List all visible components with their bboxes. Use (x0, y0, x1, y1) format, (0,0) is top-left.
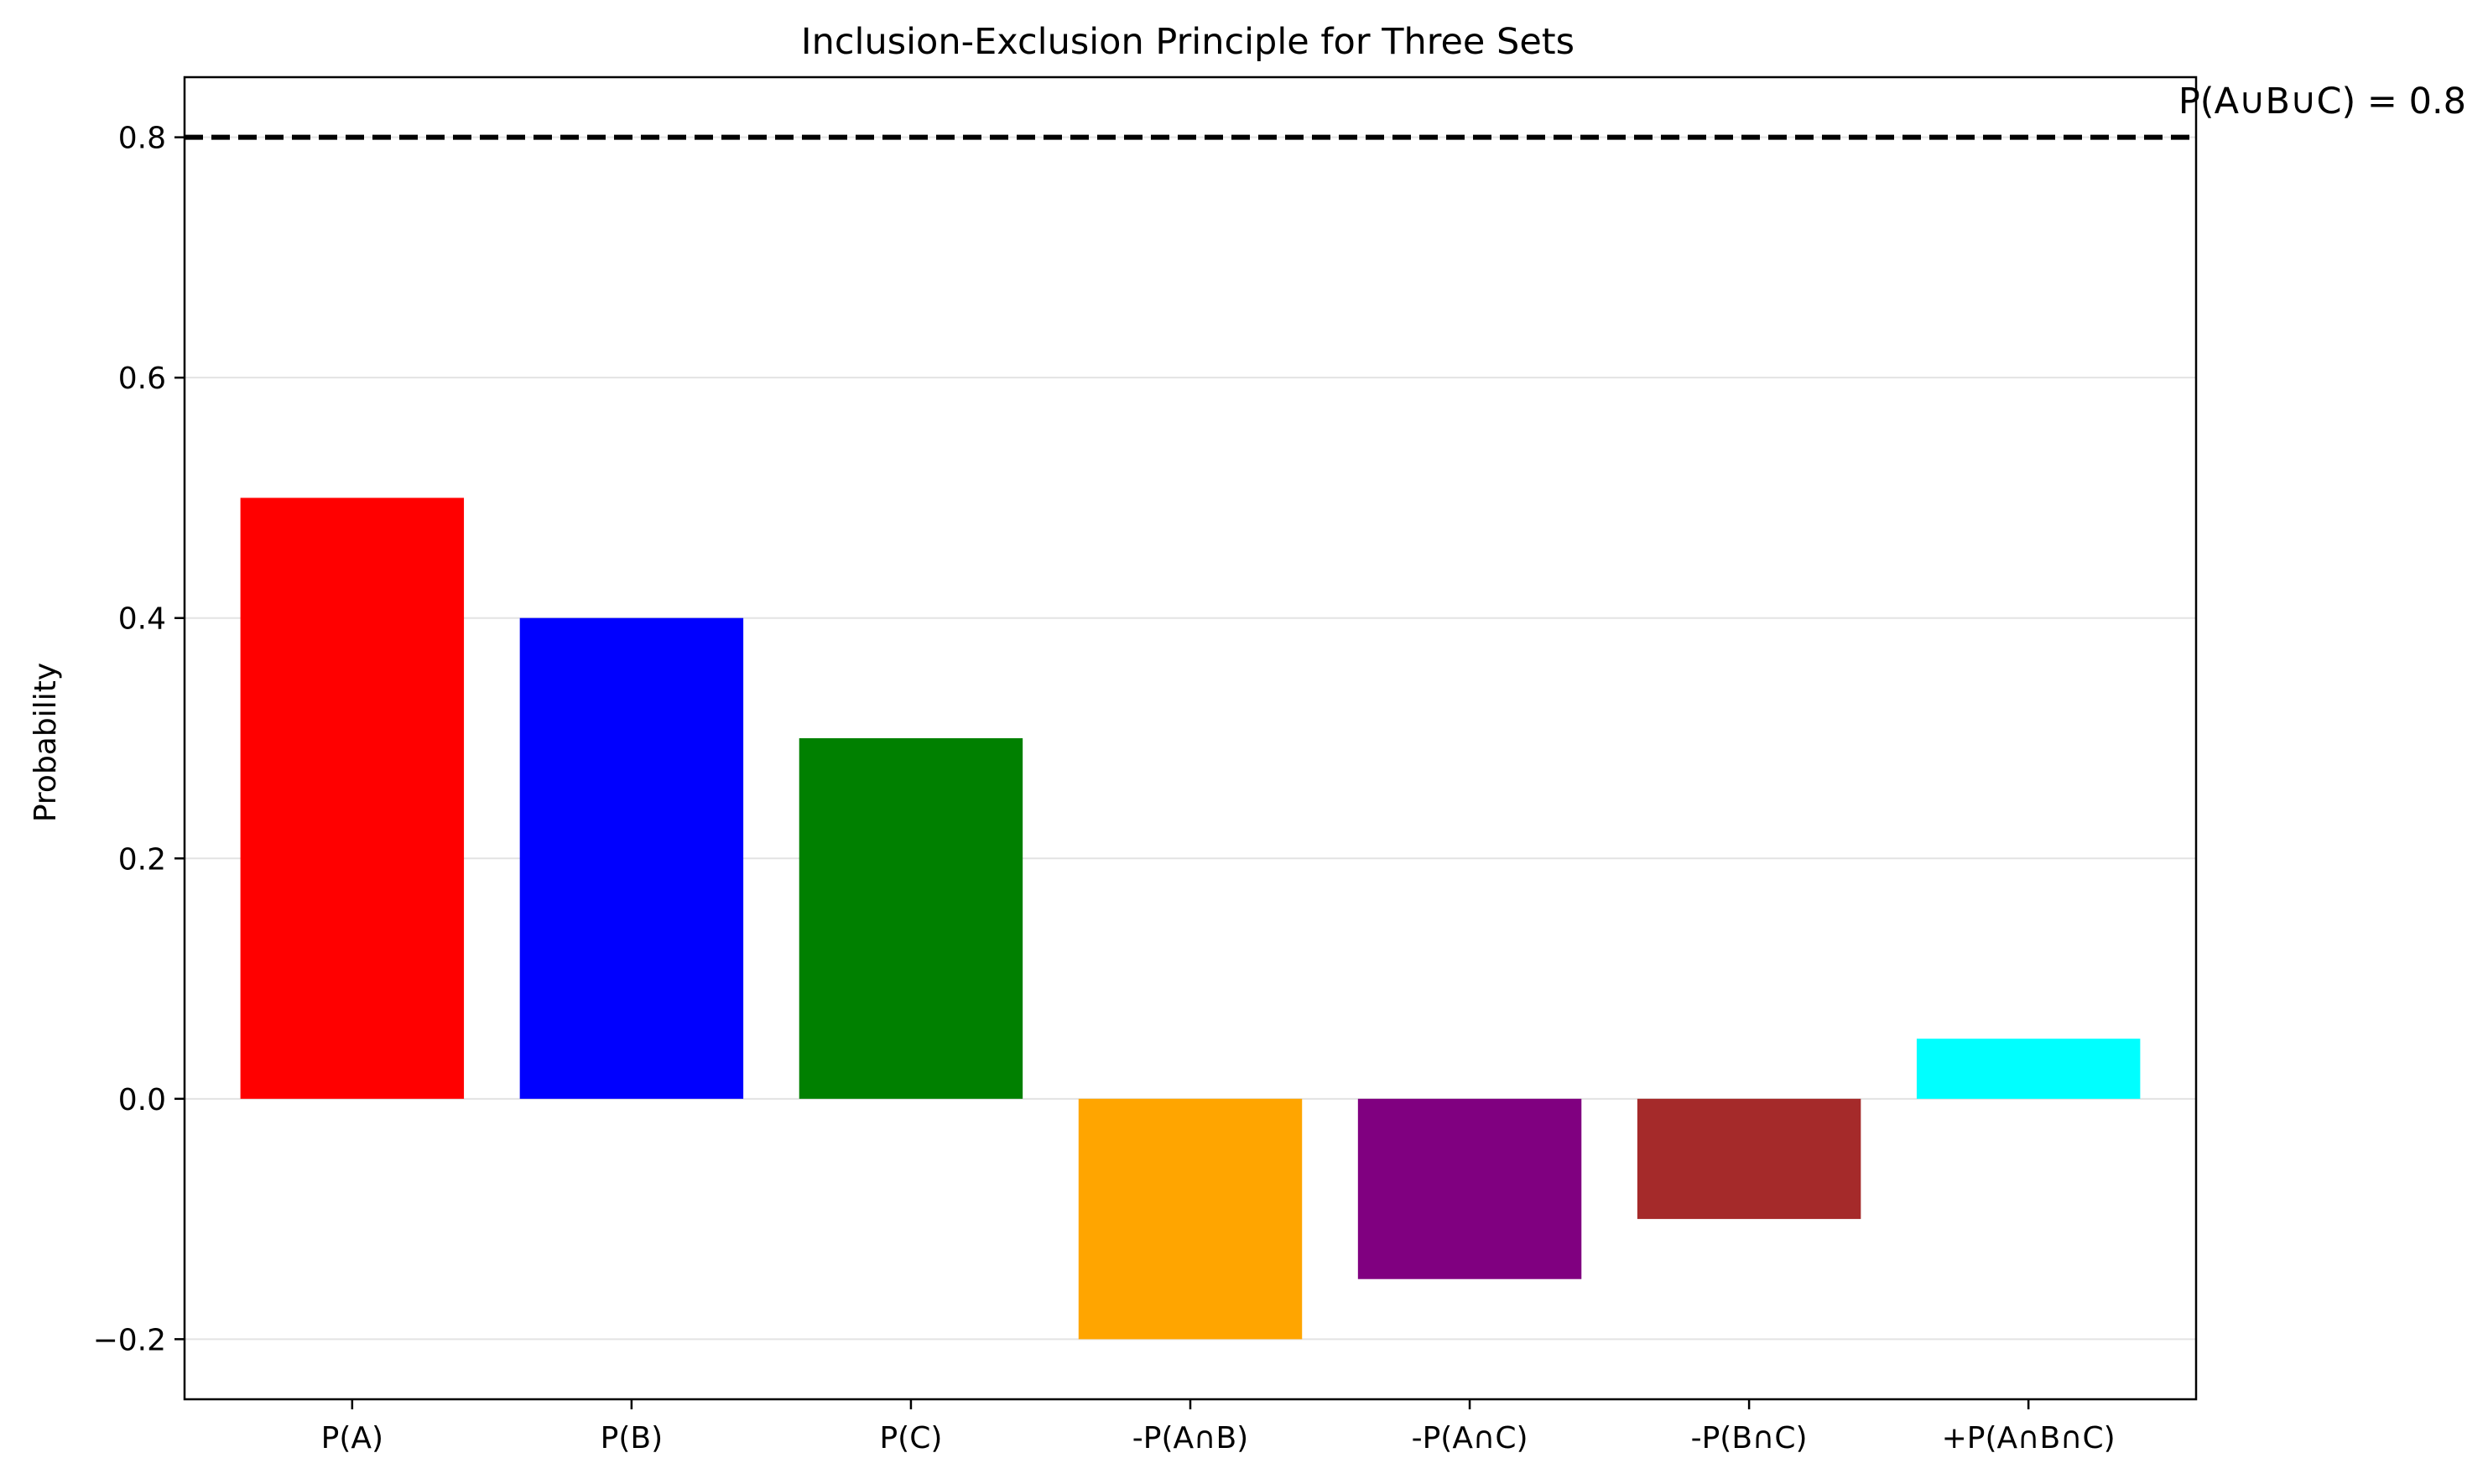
x-tick-label-4: -P(A∩C) (1412, 1421, 1528, 1455)
chart-title: Inclusion-Exclusion Principle for Three … (801, 21, 1575, 63)
x-tick-label-0: P(A) (321, 1421, 383, 1455)
x-tick-label-1: P(B) (601, 1421, 664, 1455)
y-tick-label-4: 0.6 (118, 362, 166, 396)
x-tick-label-6: +P(A∩B∩C) (1942, 1421, 2116, 1455)
y-axis-label: Probability (29, 663, 63, 822)
y-tick-label-5: 0.8 (118, 122, 166, 156)
bars (240, 497, 2141, 1340)
y-tick-label-3: 0.4 (118, 602, 166, 637)
bar-1 (519, 617, 744, 1099)
y-tick-label-0: −0.2 (93, 1323, 166, 1357)
bar-2 (799, 738, 1023, 1099)
bar-0 (240, 497, 465, 1099)
y-tick-label-2: 0.2 (118, 842, 166, 877)
x-tick-label-3: -P(A∩B) (1132, 1421, 1248, 1455)
bar-4 (1357, 1098, 1582, 1279)
bar-5 (1637, 1098, 1861, 1220)
x-tick-label-5: -P(B∩C) (1691, 1421, 1808, 1455)
ticks: −0.2 0.0 0.2 0.4 0.6 0.8 P(A) P(B) P(C) -P(A∩B) -P… (93, 122, 2116, 1455)
bar-3 (1078, 1098, 1303, 1340)
bar-6 (1916, 1039, 2141, 1099)
x-tick-label-2: P(C) (879, 1421, 942, 1455)
reference-line-annotation: P(A∪B∪C) = 0.8 (2178, 81, 2466, 122)
y-tick-label-1: 0.0 (118, 1083, 166, 1117)
